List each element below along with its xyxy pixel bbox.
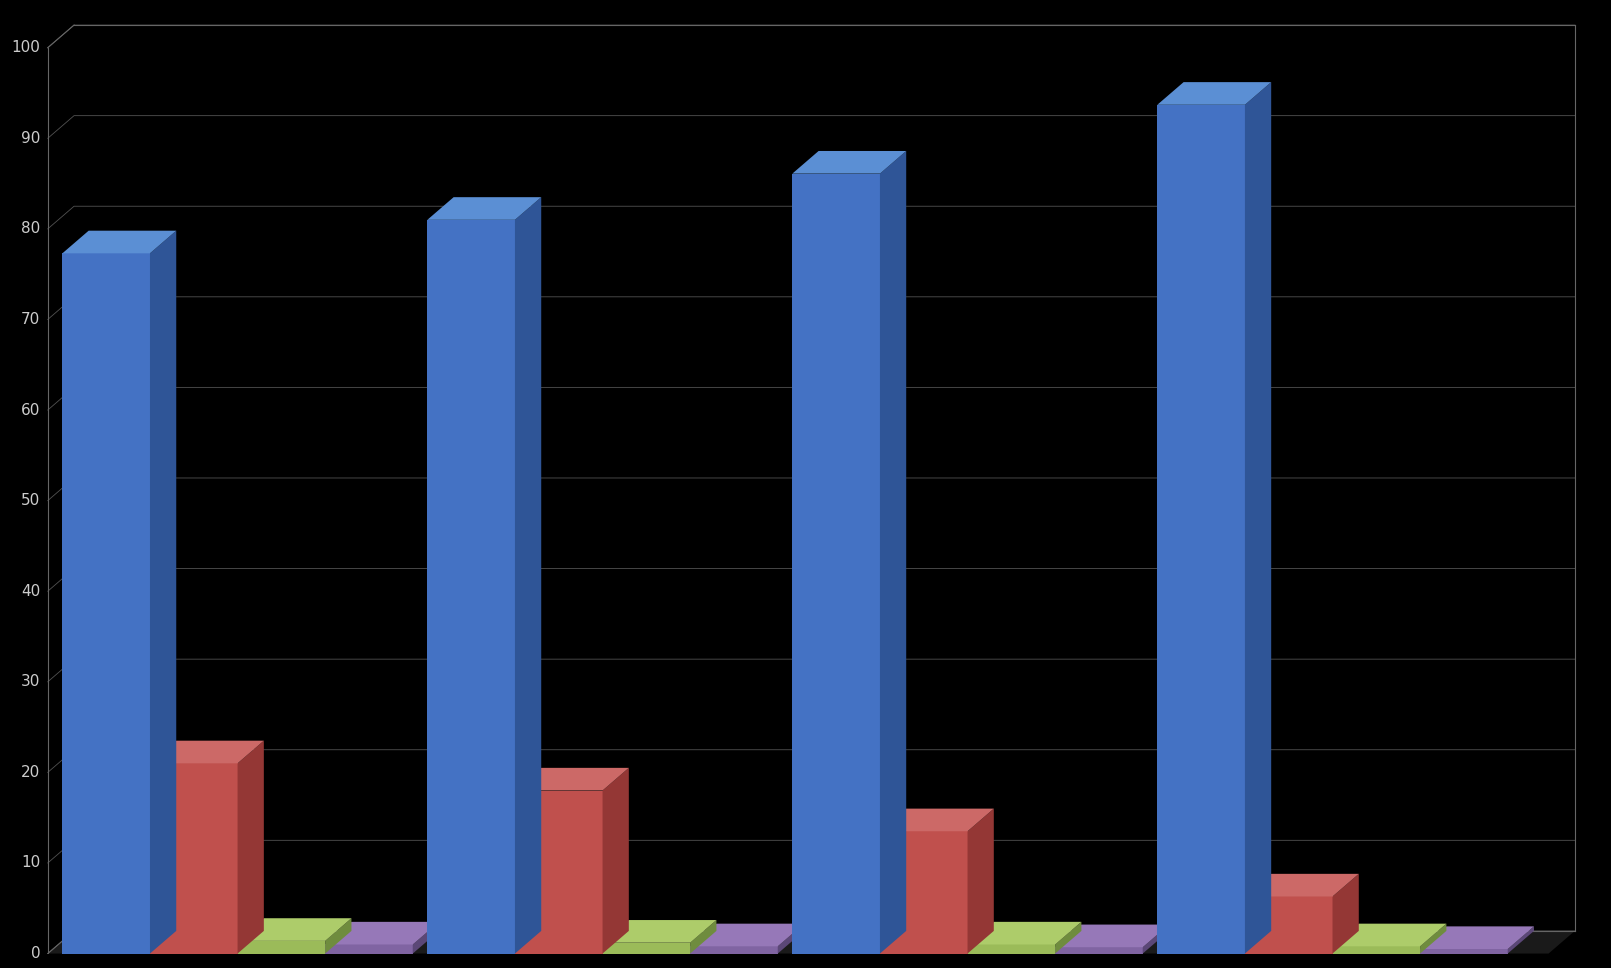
Polygon shape — [412, 922, 440, 953]
Polygon shape — [968, 808, 994, 953]
Text: 100: 100 — [11, 41, 40, 55]
Polygon shape — [427, 220, 516, 953]
Polygon shape — [690, 923, 804, 947]
Polygon shape — [516, 197, 541, 953]
Polygon shape — [1421, 923, 1447, 953]
Polygon shape — [1508, 926, 1534, 953]
Polygon shape — [1245, 874, 1358, 896]
Polygon shape — [690, 920, 717, 953]
Polygon shape — [427, 197, 541, 220]
Polygon shape — [1055, 924, 1170, 948]
Polygon shape — [968, 922, 1081, 945]
Polygon shape — [1421, 926, 1534, 949]
Polygon shape — [237, 741, 264, 953]
Polygon shape — [325, 919, 351, 953]
Text: 10: 10 — [21, 856, 40, 870]
Text: 80: 80 — [21, 222, 40, 236]
Text: 30: 30 — [21, 675, 40, 689]
Polygon shape — [63, 254, 150, 953]
Polygon shape — [603, 943, 690, 953]
Polygon shape — [237, 919, 351, 941]
Polygon shape — [690, 947, 778, 953]
Polygon shape — [1055, 948, 1142, 953]
Polygon shape — [150, 230, 176, 953]
Polygon shape — [1157, 105, 1245, 953]
Polygon shape — [516, 791, 603, 953]
Polygon shape — [1332, 947, 1421, 953]
Polygon shape — [603, 768, 628, 953]
Polygon shape — [1245, 82, 1271, 953]
Polygon shape — [793, 151, 907, 173]
Polygon shape — [1157, 82, 1271, 105]
Polygon shape — [237, 941, 325, 953]
Text: 90: 90 — [21, 131, 40, 146]
Polygon shape — [603, 920, 717, 943]
Polygon shape — [793, 173, 880, 953]
Polygon shape — [1142, 924, 1170, 953]
Polygon shape — [880, 832, 968, 953]
Text: 60: 60 — [21, 403, 40, 417]
Polygon shape — [516, 768, 628, 791]
Polygon shape — [150, 741, 264, 764]
Text: 50: 50 — [21, 493, 40, 508]
Polygon shape — [1332, 923, 1447, 947]
Polygon shape — [48, 931, 1576, 953]
Text: 40: 40 — [21, 584, 40, 599]
Polygon shape — [1421, 949, 1508, 953]
Polygon shape — [880, 808, 994, 832]
Polygon shape — [1055, 922, 1081, 953]
Text: 0: 0 — [31, 946, 40, 961]
Polygon shape — [1332, 874, 1358, 953]
Polygon shape — [778, 923, 804, 953]
Text: 70: 70 — [21, 312, 40, 327]
Polygon shape — [63, 230, 176, 254]
Polygon shape — [880, 151, 907, 953]
Text: 20: 20 — [21, 765, 40, 780]
Polygon shape — [325, 945, 412, 953]
Polygon shape — [968, 945, 1055, 953]
Polygon shape — [150, 764, 237, 953]
Polygon shape — [325, 922, 440, 945]
Polygon shape — [1245, 896, 1332, 953]
